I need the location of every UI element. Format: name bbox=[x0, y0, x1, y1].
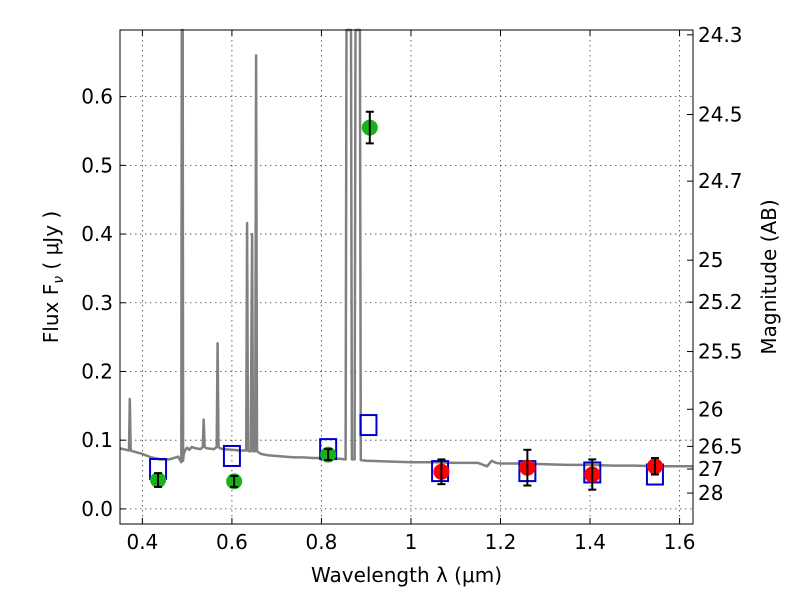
y-tick-label: 0.3 bbox=[81, 291, 113, 315]
plot-frame bbox=[119, 29, 694, 525]
y-axis-title-main: Flux F bbox=[39, 284, 63, 343]
tick-layer: 0.4 0.6 0.8 1 1.2 1.4 1.6 0.0 0.1 0.2 0.3 0.4 0.5 0.6… bbox=[81, 23, 742, 554]
model-flux-square bbox=[359, 414, 378, 437]
y-tick-label: 0.4 bbox=[81, 222, 113, 246]
y-right-tick-label: 25 bbox=[698, 248, 723, 272]
y-right-tick-label: 26 bbox=[698, 397, 723, 421]
x-tick-label: 1.6 bbox=[664, 530, 696, 554]
grid bbox=[120, 30, 693, 524]
x-tick-label: 1.2 bbox=[485, 530, 517, 554]
x-tick-label: 1.4 bbox=[574, 530, 606, 554]
x-tick-label: 0.4 bbox=[126, 530, 158, 554]
y-right-tick-label: 27 bbox=[698, 457, 723, 481]
model-flux-square bbox=[222, 444, 241, 467]
y-right-tick-label: 26.5 bbox=[698, 434, 743, 458]
y-axis-right-title: Magnitude (AB) bbox=[757, 199, 781, 354]
y-right-tick-label: 25.2 bbox=[698, 290, 743, 314]
x-axis-title: Wavelength λ (μm) bbox=[311, 563, 502, 587]
y-axis-title-subscript: ν bbox=[51, 276, 67, 284]
model-spectrum-line bbox=[119, 28, 693, 468]
y-axis-title-unit: ( μJy ) bbox=[39, 211, 63, 276]
marker-layer bbox=[149, 110, 664, 491]
y-axis-title: Flux Fν ( μJy ) bbox=[39, 211, 67, 343]
y-right-tick-label: 24.7 bbox=[698, 169, 743, 193]
x-tick-label: 0.6 bbox=[216, 530, 248, 554]
y-tick-label: 0.2 bbox=[81, 359, 113, 383]
y-tick-label: 0.5 bbox=[81, 153, 113, 177]
x-tick-label: 0.8 bbox=[306, 530, 338, 554]
y-right-tick-label: 24.3 bbox=[698, 23, 743, 47]
y-tick-label: 0.0 bbox=[81, 497, 113, 521]
y-tick-label: 0.6 bbox=[81, 85, 113, 109]
y-right-tick-label: 25.5 bbox=[698, 340, 743, 364]
y-right-tick-label: 28 bbox=[698, 481, 723, 505]
x-tick-label: 1 bbox=[405, 530, 418, 554]
y-right-tick-label: 24.5 bbox=[698, 103, 743, 127]
y-tick-label: 0.1 bbox=[81, 428, 113, 452]
spectrum-layer bbox=[119, 28, 693, 468]
